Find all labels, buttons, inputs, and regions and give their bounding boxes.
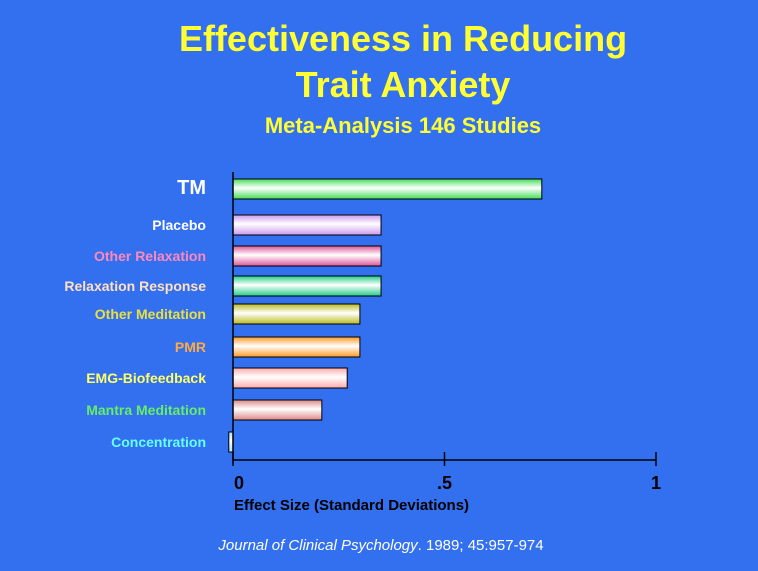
category-label-mantra-meditation: Mantra Meditation xyxy=(86,402,206,418)
category-label-emg-biofeedback: EMG-Biofeedback xyxy=(86,370,206,386)
bar-pmr xyxy=(232,336,361,358)
chart-title-line-2: Trait Anxiety xyxy=(295,64,511,105)
chart-title-line-1: Effectiveness in Reducing xyxy=(178,18,628,59)
category-label-placebo: Placebo xyxy=(152,217,206,233)
bar-placebo xyxy=(232,214,382,236)
bar-tm xyxy=(232,178,543,200)
category-label-relaxation-response: Relaxation Response xyxy=(64,278,206,294)
bar-other-meditation xyxy=(232,303,361,325)
bar-mantra-meditation xyxy=(232,399,323,421)
x-tick-label-1: .5 xyxy=(437,473,452,493)
category-label-concentration: Concentration xyxy=(111,434,206,450)
bar-relaxation-response xyxy=(232,275,382,297)
x-axis-label: Effect Size (Standard Deviations) xyxy=(234,497,469,514)
citation-details: . 1989; 45:957-974 xyxy=(417,537,544,554)
bar-emg-biofeedback xyxy=(232,367,348,389)
category-label-pmr: PMR xyxy=(175,339,206,355)
citation-journal: Journal of Clinical Psychology xyxy=(218,537,418,554)
category-label-tm: TM xyxy=(177,177,206,199)
category-label-other-meditation: Other Meditation xyxy=(95,306,206,322)
chart-subtitle: Meta-Analysis 146 Studies xyxy=(264,113,542,138)
bar-other-relaxation xyxy=(232,245,382,267)
category-label-other-relaxation: Other Relaxation xyxy=(94,248,206,264)
x-tick-label-2: 1 xyxy=(651,473,661,493)
x-tick-label-0: 0 xyxy=(234,473,244,493)
citation: Journal of Clinical Psychology. 1989; 45… xyxy=(0,537,758,554)
